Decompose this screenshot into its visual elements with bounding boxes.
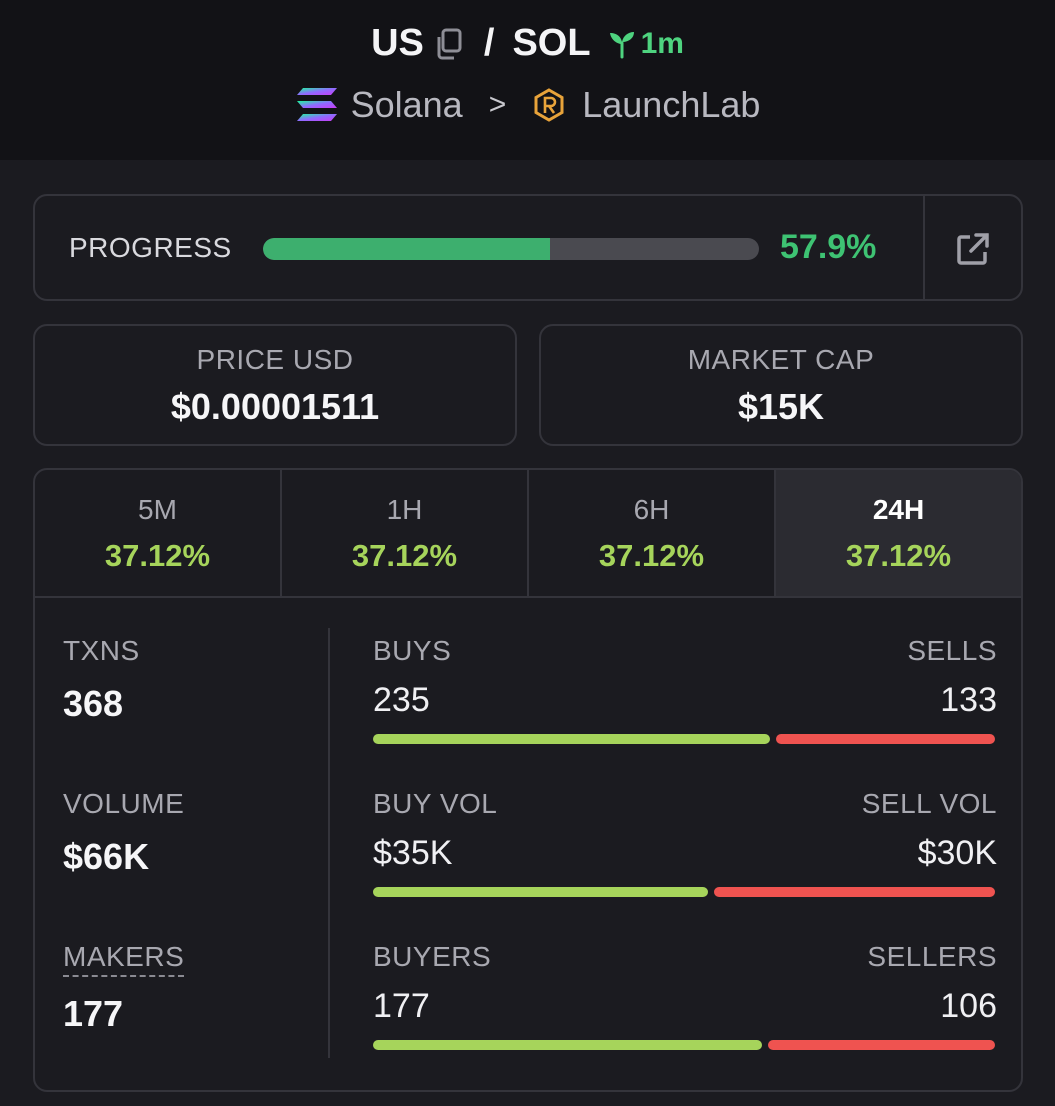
pair-header: US / SOL 1m — [0, 0, 1055, 160]
progress-label: PROGRESS — [69, 232, 232, 263]
sell-vol-label: SELL VOL — [861, 788, 997, 819]
sells-label: SELLS — [907, 635, 997, 666]
external-link-icon[interactable] — [953, 229, 993, 269]
pair-title: US / SOL 1m — [0, 22, 1055, 65]
buyers-sellers-split: BUYERS SELLERS 177 106 — [373, 941, 997, 1050]
market-cap-label: MARKET CAP — [687, 344, 875, 375]
quote-symbol: SOL — [512, 22, 591, 64]
progress-bar-fill — [263, 238, 551, 260]
buy-bar — [373, 734, 771, 744]
solana-logo-icon — [295, 86, 339, 124]
market-cap-value: $15K — [737, 386, 825, 427]
makers-metric: MAKERS 177 — [63, 941, 185, 1035]
sell-vol-value: $30K — [917, 834, 997, 872]
tab-6h[interactable]: 6H 37.12% — [529, 470, 776, 596]
price-usd-value: $0.00001511 — [170, 386, 380, 427]
launchlab-logo-icon — [532, 88, 566, 122]
progress-panel: PROGRESS 57.9% — [33, 194, 1023, 301]
tab-label: 24H — [872, 494, 925, 525]
chain-breadcrumb: Solana > LaunchLab — [0, 84, 1055, 126]
timeframe-tabs: 5M 37.12% 1H 37.12% 6H 37.12% 24H 37.12% — [35, 470, 1021, 598]
tab-24h[interactable]: 24H 37.12% — [776, 470, 1021, 596]
stats-panel: 5M 37.12% 1H 37.12% 6H 37.12% 24H 37.12%… — [33, 468, 1023, 1092]
buy-bar — [373, 1040, 763, 1050]
volume-value: $66K — [63, 836, 150, 877]
tab-change-value: 37.12% — [104, 538, 211, 573]
buyers-sellers-bar — [373, 1040, 995, 1050]
divider — [923, 196, 925, 299]
buy-vol-label: BUY VOL — [373, 788, 498, 819]
progress-bar — [263, 238, 759, 260]
makers-value: 177 — [63, 993, 124, 1034]
tab-change-value: 37.12% — [351, 538, 458, 573]
progress-value: 57.9% — [780, 228, 877, 266]
buy-vol-value: $35K — [373, 834, 453, 872]
price-usd-label: PRICE USD — [196, 344, 354, 375]
chevron-right-icon: > — [488, 88, 507, 121]
sell-bar — [713, 887, 995, 897]
txns-label: TXNS — [63, 635, 140, 666]
pair-age: 1m — [607, 27, 684, 61]
sell-bar — [776, 734, 995, 744]
dex-name[interactable]: LaunchLab — [582, 84, 761, 125]
tab-5m[interactable]: 5M 37.12% — [35, 470, 282, 596]
buy-bar — [373, 887, 708, 897]
copy-icon[interactable] — [434, 27, 464, 61]
token-symbol: US — [371, 22, 424, 64]
sprout-icon — [607, 29, 637, 59]
tab-label: 6H — [633, 494, 670, 525]
buyers-label: BUYERS — [373, 941, 492, 972]
sells-value: 133 — [940, 681, 997, 719]
sellers-label: SELLERS — [867, 941, 997, 972]
buy-sell-volume-split: BUY VOL SELL VOL $35K $30K — [373, 788, 997, 897]
market-cap-card: MARKET CAP $15K — [539, 324, 1023, 446]
txns-metric: TXNS 368 — [63, 635, 140, 725]
txns-value: 368 — [63, 683, 124, 724]
buys-sells-bar — [373, 734, 995, 744]
tab-change-value: 37.12% — [845, 538, 952, 573]
tab-change-value: 37.12% — [598, 538, 705, 573]
pair-age-value: 1m — [640, 26, 684, 60]
buys-sells-split: BUYS SELLS 235 133 — [373, 635, 997, 744]
makers-label[interactable]: MAKERS — [63, 941, 185, 977]
price-usd-card: PRICE USD $0.00001511 — [33, 324, 517, 446]
buyers-value: 177 — [373, 987, 430, 1025]
sellers-value: 106 — [940, 987, 997, 1025]
volume-label: VOLUME — [63, 788, 185, 819]
divider — [328, 628, 330, 1058]
pair-separator: / — [483, 22, 495, 64]
chain-name[interactable]: Solana — [350, 84, 463, 125]
buy-sell-volume-bar — [373, 887, 995, 897]
sell-bar — [768, 1040, 995, 1050]
buys-value: 235 — [373, 681, 430, 719]
tab-label: 1H — [386, 494, 423, 525]
volume-metric: VOLUME $66K — [63, 788, 184, 878]
tab-label: 5M — [138, 494, 177, 525]
tab-1h[interactable]: 1H 37.12% — [282, 470, 529, 596]
buys-label: BUYS — [373, 635, 452, 666]
